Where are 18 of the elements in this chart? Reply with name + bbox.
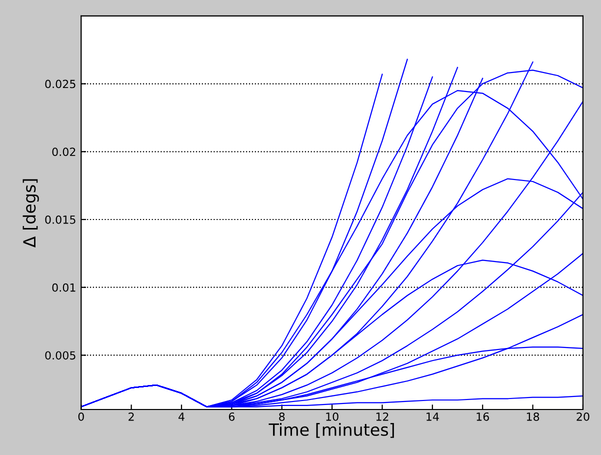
- y-tick-label: 0.01: [52, 283, 76, 292]
- x-tick-label: 2: [128, 412, 134, 421]
- x-tick-label: 14: [426, 412, 439, 421]
- y-tick-label: 0.02: [52, 148, 76, 156]
- x-tick-label: 18: [526, 412, 540, 421]
- x-tick-label: 0: [78, 412, 84, 421]
- x-tick-label: 6: [228, 412, 235, 421]
- y-tick-label: 0.005: [45, 351, 76, 360]
- x-axis-title: Time [minutes]: [268, 423, 394, 438]
- x-tick-label: 20: [576, 412, 590, 421]
- y-axis-title: Δ [degs]: [22, 179, 39, 248]
- x-tick-label: 8: [279, 412, 285, 421]
- x-tick-label: 16: [476, 412, 489, 421]
- x-tick-label: 10: [326, 412, 338, 421]
- x-tick-label: 4: [178, 412, 184, 421]
- y-tick-label: 0.015: [45, 215, 76, 224]
- x-tick-label: 12: [376, 412, 388, 421]
- y-tick-label: 0.025: [45, 80, 76, 88]
